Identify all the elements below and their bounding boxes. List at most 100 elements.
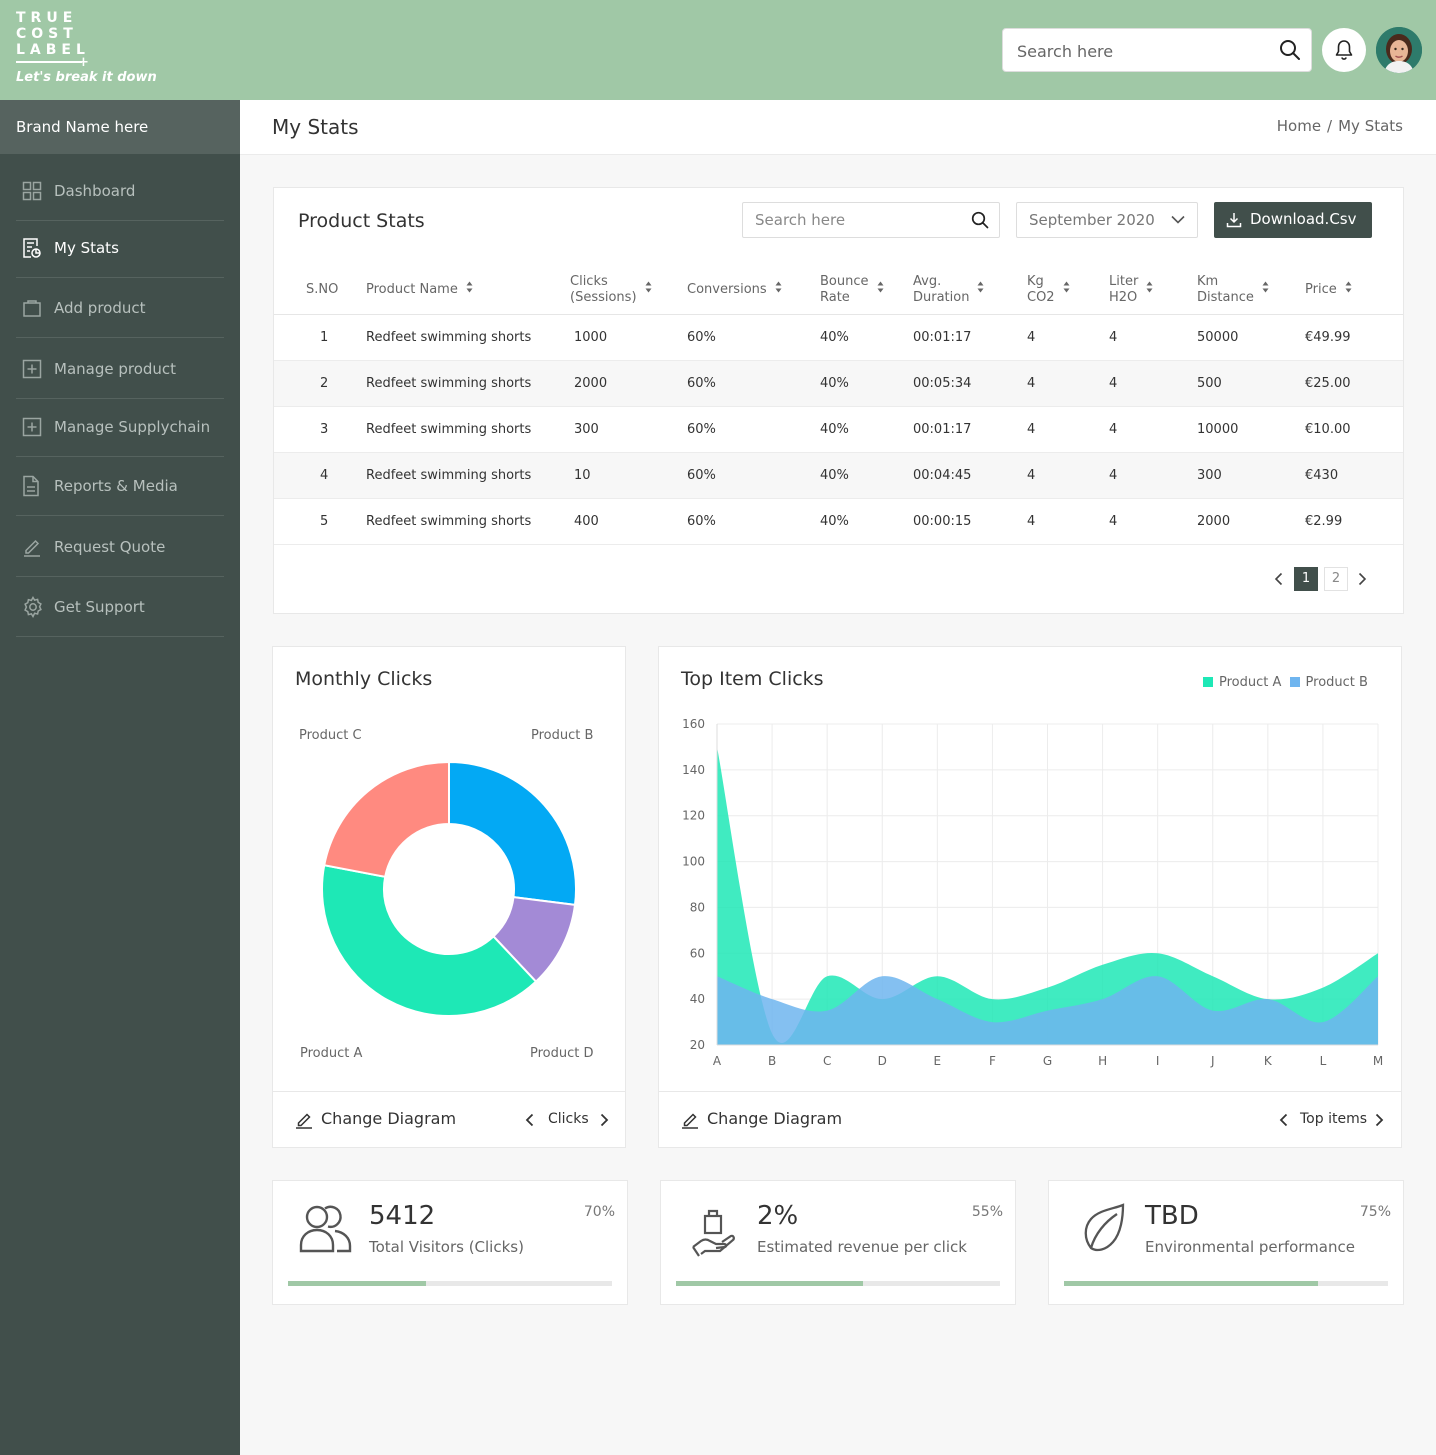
donut-slice-product-b[interactable] [448, 760, 577, 907]
col-bounce-rate-cell: 40% [820, 314, 913, 361]
column-header-label: Km Distance [1197, 273, 1254, 305]
kpi-card-revenue: 2% Estimated revenue per click 55% [660, 1180, 1016, 1305]
col-clicks-cell: 2000 [570, 360, 687, 407]
sort-icon[interactable] [1345, 281, 1352, 293]
col-product-name-cell: Redfeet swimming shorts [366, 498, 570, 545]
kpi-percent: 70% [583, 1204, 615, 1220]
download-csv-button[interactable]: Download.Csv [1214, 202, 1372, 238]
table-row[interactable]: 5 Redfeet swimming shorts 400 60% 40% 00:00:1… [274, 498, 1403, 545]
top-header: TRUE COST LABEL + Let's break it down [0, 0, 1436, 100]
col-price-cell: €49.99 [1305, 314, 1403, 361]
sort-icon[interactable] [645, 281, 652, 293]
breadcrumb-separator: / [1327, 117, 1333, 135]
sidebar-item-reports-media[interactable]: Reports & Media [16, 456, 224, 516]
col-sno-header: S.NO [274, 266, 366, 315]
page-2-button[interactable]: 2 [1324, 567, 1348, 591]
sidebar-item-label: Get Support [54, 597, 145, 616]
col-product-name-cell: Redfeet swimming shorts [366, 452, 570, 499]
sidebar-item-manage-supplychain[interactable]: Manage Supplychain [16, 397, 224, 457]
col-bounce-rate-cell: 40% [820, 498, 913, 545]
top-item-clicks-card: Top Item Clicks Product A Product B 20 40… [658, 646, 1402, 1148]
document-icon [23, 475, 39, 496]
chart-legend: Product A Product B [1203, 675, 1368, 690]
sidebar-item-add-product[interactable]: Add product [16, 278, 224, 338]
col-price-header[interactable]: Price [1305, 266, 1403, 315]
col-liter-h2o-header[interactable]: Liter H2O [1109, 266, 1197, 315]
logo[interactable]: TRUE COST LABEL + Let's break it down [16, 10, 157, 85]
page-header: My Stats Home / My Stats [240, 100, 1436, 155]
chevron-left-icon[interactable] [525, 1113, 534, 1127]
pen-icon [24, 539, 40, 557]
x-tick-label: C [823, 1054, 831, 1068]
col-clicks-cell: 400 [570, 498, 687, 545]
col-km-distance-cell: 2000 [1197, 498, 1305, 545]
table-row[interactable]: 3 Redfeet swimming shorts 300 60% 40% 00:01:1… [274, 406, 1403, 453]
chevron-left-icon[interactable] [1279, 1113, 1288, 1127]
product-search [742, 202, 1000, 238]
monthly-clicks-card: Monthly Clicks Product C Product B Produ… [272, 646, 626, 1148]
change-diagram-label: Change Diagram [707, 1109, 843, 1128]
y-tick-label: 120 [682, 809, 705, 823]
col-bounce-rate-header[interactable]: Bounce Rate [820, 266, 913, 315]
kpi-card-environment: TBD Environmental performance 75% [1048, 1180, 1404, 1305]
col-km-distance-header[interactable]: Km Distance [1197, 266, 1305, 315]
product-search-input[interactable] [755, 210, 955, 230]
chevron-left-icon[interactable] [1274, 572, 1283, 586]
chevron-right-icon[interactable] [1375, 1113, 1384, 1127]
col-avg-duration-header[interactable]: Avg. Duration [913, 266, 1027, 315]
breadcrumb-home-link[interactable]: Home [1276, 117, 1322, 135]
bag-icon [23, 299, 41, 317]
kpi-label: Total Visitors (Clicks) [369, 1238, 524, 1256]
x-tick-label: H [1098, 1054, 1107, 1068]
table-header-row: S.NO Product Name Clicks (Sessions) Conversi… [274, 266, 1403, 315]
pie-label-product-c: Product C [299, 728, 362, 743]
sort-icon[interactable] [977, 281, 984, 293]
col-km-distance-cell: 300 [1197, 452, 1305, 499]
col-price-cell: €10.00 [1305, 406, 1403, 453]
table-row[interactable]: 4 Redfeet swimming shorts 10 60% 40% 00:04:45… [274, 452, 1403, 499]
col-product-name-header[interactable]: Product Name [366, 266, 570, 315]
column-header-label: Clicks (Sessions) [570, 273, 637, 305]
sort-icon[interactable] [1063, 281, 1070, 293]
month-select[interactable]: September 2020 [1016, 202, 1198, 238]
sidebar-item-my-stats[interactable]: My Stats [16, 218, 224, 278]
month-select-value: September 2020 [1029, 211, 1155, 229]
sidebar-item-label: My Stats [54, 238, 119, 257]
area-product-a[interactable] [717, 746, 1378, 1045]
pie-label-product-d: Product D [530, 1046, 594, 1061]
sidebar-item-dashboard[interactable]: Dashboard [16, 161, 224, 221]
header-search-input[interactable] [1017, 39, 1267, 63]
area-product-b[interactable] [717, 976, 1378, 1045]
col-clicks-cell: 10 [570, 452, 687, 499]
notifications-button[interactable] [1322, 28, 1366, 72]
page-1-button[interactable]: 1 [1294, 567, 1318, 591]
col-clicks-cell: 300 [570, 406, 687, 453]
col-clicks-header[interactable]: Clicks (Sessions) [570, 266, 687, 315]
search-icon[interactable] [1279, 39, 1301, 65]
sidebar-item-get-support[interactable]: Get Support [16, 577, 224, 637]
x-tick-label: D [878, 1054, 887, 1068]
chevron-right-icon[interactable] [600, 1113, 609, 1127]
breadcrumb: Home / My Stats [1277, 117, 1403, 135]
col-kg-co2-header[interactable]: Kg CO2 [1027, 266, 1109, 315]
sidebar-item-request-quote[interactable]: Request Quote [16, 517, 224, 577]
donut-slice-product-c[interactable] [323, 760, 450, 878]
sort-icon[interactable] [466, 281, 473, 293]
sidebar-item-manage-product[interactable]: Manage product [16, 339, 224, 399]
col-kg-co2-cell: 4 [1027, 406, 1109, 453]
gear-icon [24, 595, 42, 618]
sort-icon[interactable] [1146, 281, 1153, 293]
avatar[interactable] [1376, 27, 1422, 73]
col-conversions-header[interactable]: Conversions [687, 266, 820, 315]
sort-icon[interactable] [1262, 281, 1269, 293]
sort-icon[interactable] [877, 281, 884, 293]
chevron-right-icon[interactable] [1358, 572, 1367, 586]
table-row[interactable]: 2 Redfeet swimming shorts 2000 60% 40% 00:05:… [274, 360, 1403, 407]
col-sno-cell: 5 [274, 498, 366, 545]
search-icon[interactable] [971, 211, 989, 233]
legend-product-a-label: Product A [1219, 675, 1282, 690]
donut-slice-product-a[interactable] [321, 864, 538, 1017]
col-sno-cell: 3 [274, 406, 366, 453]
table-row[interactable]: 1 Redfeet swimming shorts 1000 60% 40% 00:01:… [274, 314, 1403, 361]
sort-icon[interactable] [775, 281, 782, 293]
